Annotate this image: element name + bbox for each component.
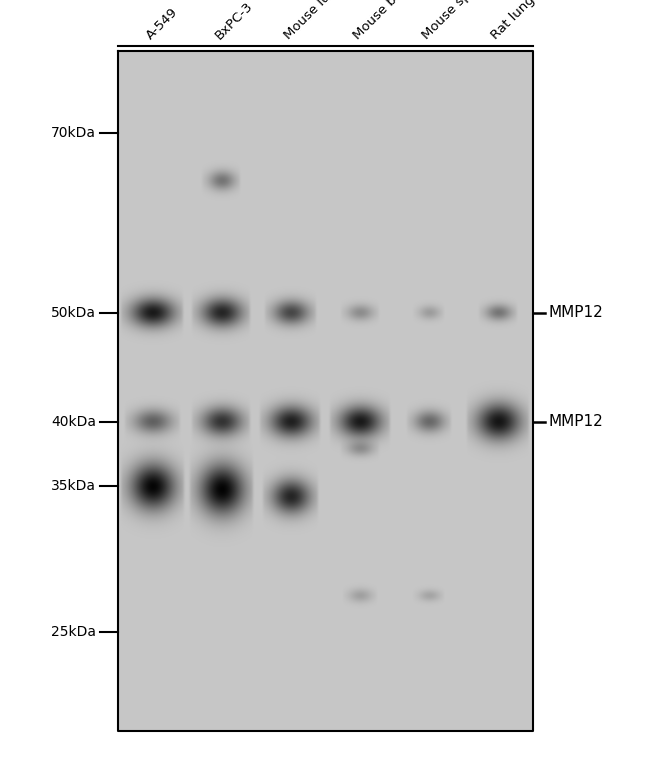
Text: Mouse brain: Mouse brain (351, 0, 418, 42)
Text: A-549: A-549 (144, 5, 180, 42)
Text: MMP12: MMP12 (549, 414, 604, 429)
Text: 50kDa: 50kDa (51, 306, 96, 320)
Text: 25kDa: 25kDa (51, 626, 96, 639)
Text: 35kDa: 35kDa (51, 479, 96, 493)
Text: Rat lung: Rat lung (489, 0, 538, 42)
Text: MMP12: MMP12 (549, 305, 604, 320)
Text: Mouse spleen: Mouse spleen (420, 0, 494, 42)
Text: 70kDa: 70kDa (51, 126, 96, 139)
Text: 40kDa: 40kDa (51, 415, 96, 428)
Text: Mouse lung: Mouse lung (281, 0, 345, 42)
Text: BxPC-3: BxPC-3 (213, 0, 255, 42)
